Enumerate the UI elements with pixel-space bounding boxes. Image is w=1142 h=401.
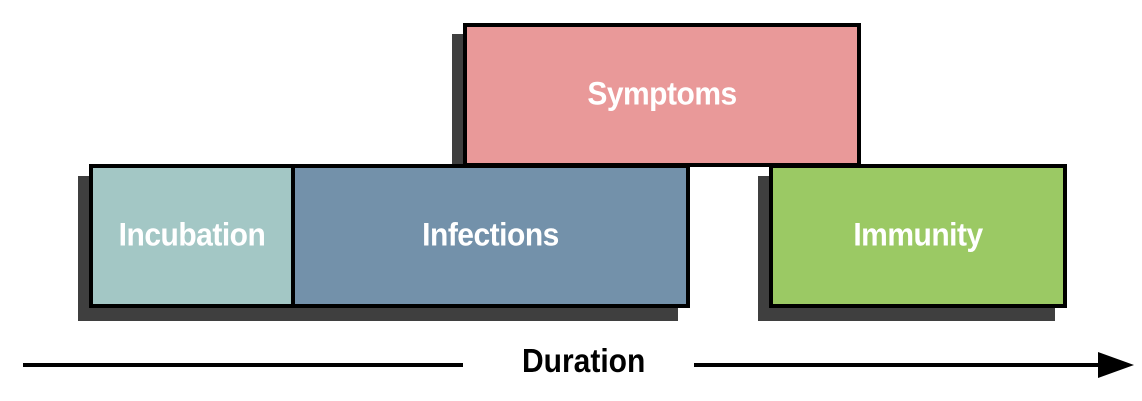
immunity-box: Immunity (769, 164, 1067, 308)
duration-axis-label: Duration (522, 343, 646, 380)
symptoms-label: Symptoms (587, 76, 737, 113)
duration-arrow-icon (1098, 352, 1134, 378)
infections-box: Infections (291, 164, 690, 308)
immunity-label: Immunity (853, 217, 983, 254)
incubation-box: Incubation (89, 164, 295, 308)
duration-axis-line-right (694, 363, 1106, 367)
infections-label: Infections (422, 217, 559, 254)
symptoms-box: Symptoms (463, 23, 861, 167)
duration-axis-line-left (23, 363, 463, 367)
incubation-label: Incubation (118, 217, 266, 254)
